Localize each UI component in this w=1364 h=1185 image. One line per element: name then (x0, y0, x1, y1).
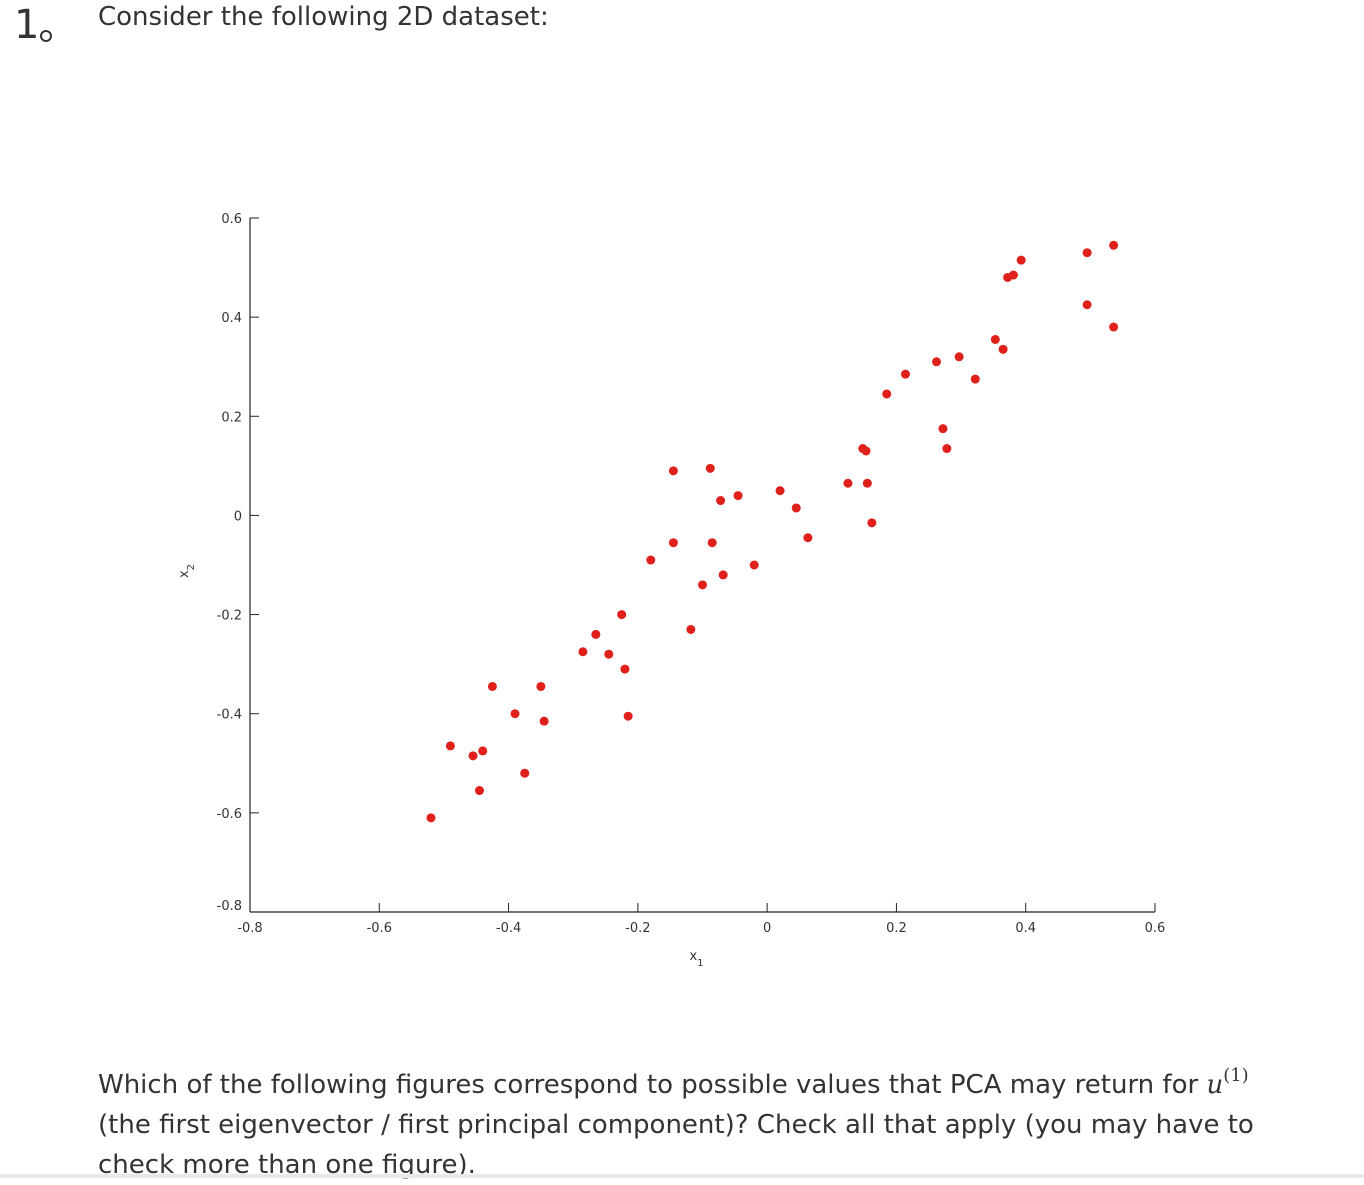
data-point (843, 478, 853, 488)
data-point (990, 334, 1000, 344)
data-point (539, 716, 549, 726)
question-prompt: Which of the following figures correspon… (98, 1056, 1298, 1185)
prompt-text-2: (the first eigenvector / first principal… (98, 1110, 1254, 1180)
data-point (1109, 240, 1119, 250)
data-point (862, 478, 872, 488)
data-point (1109, 322, 1119, 332)
data-point (536, 681, 546, 691)
y-tick-label: -0.8 (217, 899, 242, 914)
x-tick-label: 0.4 (1015, 921, 1036, 936)
data-point (803, 533, 813, 543)
data-point (867, 518, 877, 528)
data-point (668, 538, 678, 548)
x-tick-label: 0 (763, 921, 771, 936)
math-superscript: (1) (1223, 1065, 1249, 1086)
y-tick-label: 0.4 (221, 311, 242, 326)
data-point (970, 374, 980, 384)
x-tick-label: -0.4 (496, 921, 521, 936)
data-point (474, 786, 484, 796)
y-tick-label: 0.6 (221, 212, 242, 227)
data-point (623, 711, 633, 721)
math-variable: u (1206, 1070, 1224, 1100)
x-tick-label: -0.6 (367, 921, 392, 936)
y-tick-label: -0.4 (217, 708, 242, 723)
y-axis-label: x2 (177, 564, 197, 578)
data-point (749, 560, 759, 570)
question-number: 1 (14, 2, 40, 48)
data-point (718, 570, 728, 580)
data-point (487, 681, 497, 691)
data-point (932, 357, 942, 367)
y-tick-label: 0.2 (221, 410, 242, 425)
data-point (954, 352, 964, 362)
data-point (791, 503, 801, 513)
question-marker-circle-icon (40, 30, 52, 42)
x-tick-label: -0.8 (237, 921, 262, 936)
x-tick-label: 0.2 (886, 921, 907, 936)
data-point (478, 746, 488, 756)
data-point (938, 424, 948, 434)
data-point (698, 580, 707, 590)
data-point (900, 369, 910, 379)
data-point (1016, 255, 1026, 265)
x-tick-label: 0.6 (1145, 921, 1166, 936)
data-point (861, 446, 871, 456)
data-point (591, 629, 601, 639)
y-tick-label: -0.2 (217, 609, 242, 624)
y-tick-label: -0.6 (217, 807, 242, 822)
data-point (604, 649, 614, 659)
data-point (620, 664, 630, 674)
data-point (520, 768, 530, 778)
y-tick-label: 0 (234, 509, 242, 524)
plot-area: -0.8 -0.6 -0.4 -0.2 0 0.2 0.4 0.6 -0.8 -0.6 -0.4 -0… (177, 212, 1165, 969)
data-point (942, 444, 952, 454)
data-point (1082, 300, 1092, 310)
data-point (716, 496, 726, 506)
x-axis-label: x1 (689, 949, 703, 969)
data-point (882, 389, 892, 399)
data-point (707, 538, 717, 548)
data-point (426, 813, 436, 823)
x-tick-label: -0.2 (625, 921, 650, 936)
data-point (468, 751, 478, 761)
data-point (733, 491, 743, 501)
scatter-chart: -0.8 -0.6 -0.4 -0.2 0 0.2 0.4 0.6 -0.8 -0.6 -0.4 -0… (177, 212, 1165, 969)
data-point (686, 624, 696, 634)
scroll-edge-bar (0, 1174, 1364, 1178)
data-point (646, 555, 656, 565)
data-point (617, 610, 627, 620)
data-point (705, 463, 715, 473)
data-point (998, 344, 1008, 354)
data-point (510, 709, 520, 719)
data-point (1008, 270, 1018, 280)
data-point (775, 486, 785, 496)
data-point (445, 741, 455, 751)
data-point (578, 647, 588, 657)
question-intro: Consider the following 2D dataset: (98, 2, 549, 32)
data-point (668, 466, 678, 476)
prompt-text-1: Which of the following figures correspon… (98, 1070, 1207, 1100)
data-point (1082, 248, 1092, 258)
